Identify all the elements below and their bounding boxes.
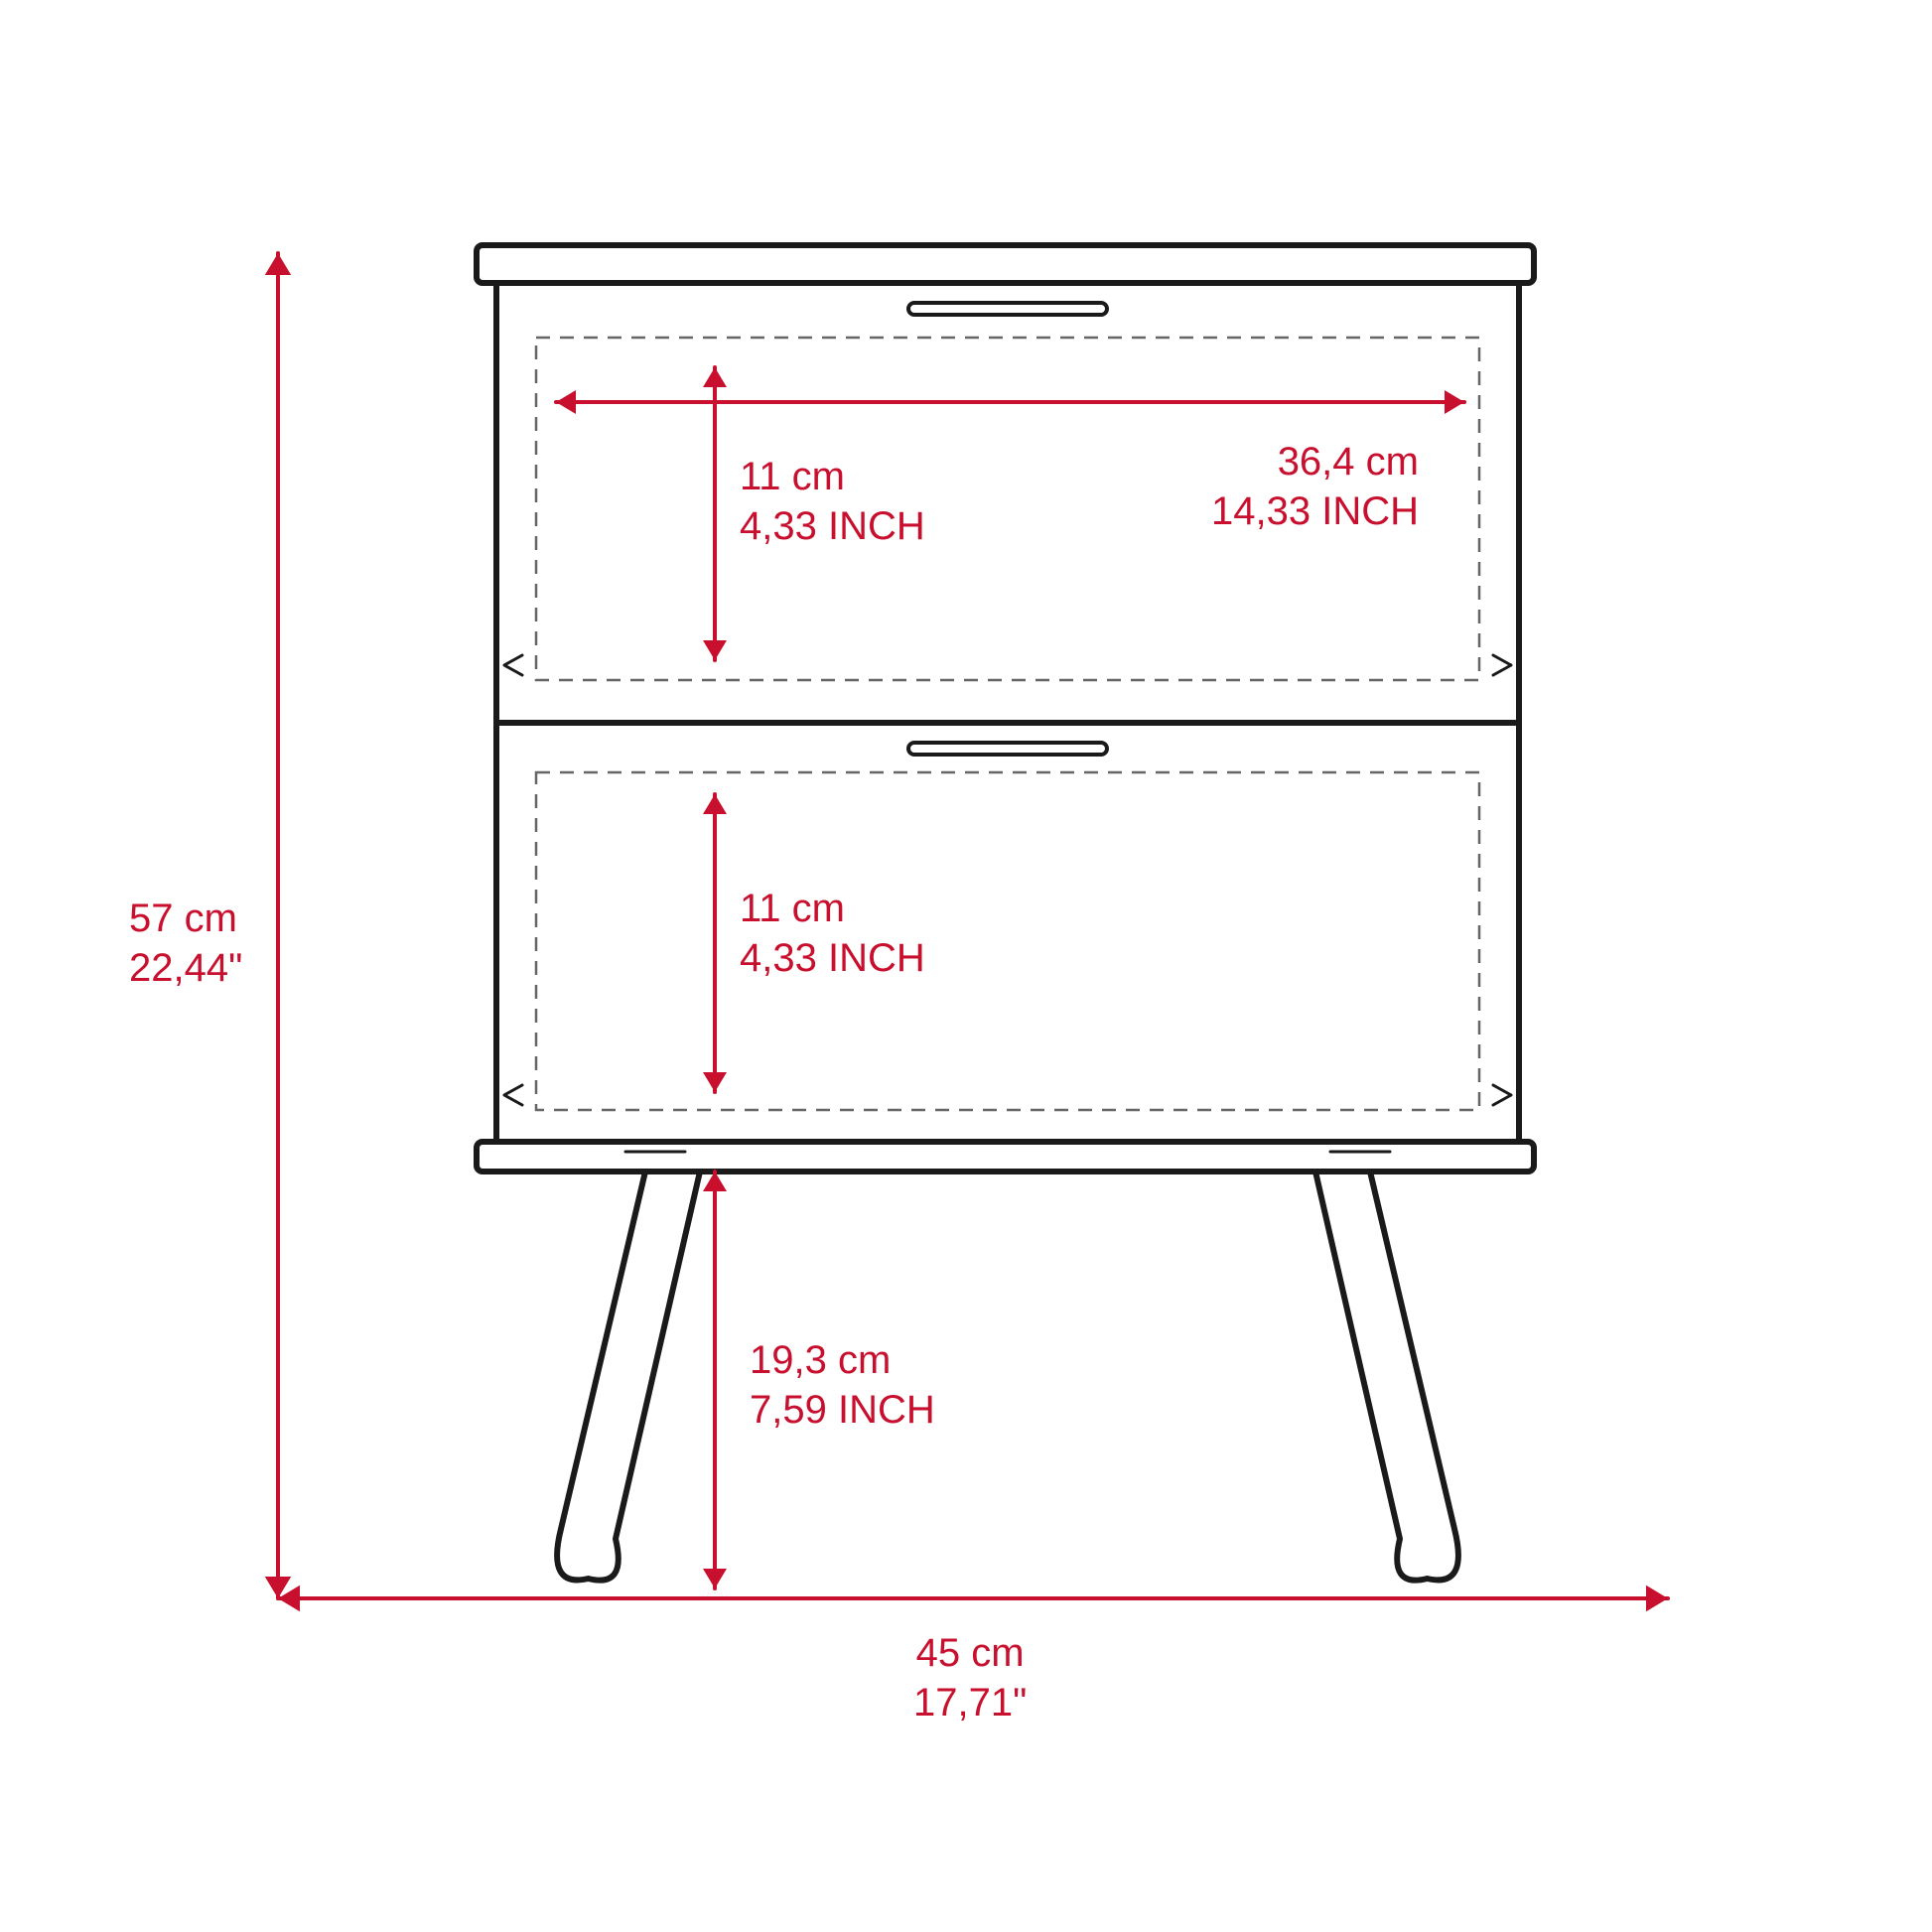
drawer-width-label: 36,4 cm 14,33 INCH — [1211, 437, 1419, 536]
width-cm: 45 cm — [916, 1631, 1025, 1675]
d2h-in: 4,33 INCH — [740, 936, 925, 980]
dw-in: 14,33 INCH — [1211, 489, 1419, 533]
d1h-in: 4,33 INCH — [740, 504, 925, 548]
height-in: 22,44" — [129, 946, 242, 990]
d2h-cm: 11 cm — [740, 887, 845, 930]
d1h-cm: 11 cm — [740, 455, 845, 498]
drawer2-height-label: 11 cm 4,33 INCH — [740, 884, 925, 983]
leg-height-label: 19,3 cm 7,59 INCH — [750, 1335, 935, 1435]
width-in: 17,71" — [913, 1681, 1027, 1725]
drawer1-height-label: 11 cm 4,33 INCH — [740, 452, 925, 551]
dw-cm: 36,4 cm — [1278, 440, 1419, 483]
height-cm: 57 cm — [129, 897, 237, 940]
leg-cm: 19,3 cm — [750, 1338, 891, 1382]
width-label: 45 cm 17,71" — [913, 1628, 1027, 1727]
height-label: 57 cm 22,44" — [129, 894, 242, 993]
leg-in: 7,59 INCH — [750, 1388, 935, 1432]
